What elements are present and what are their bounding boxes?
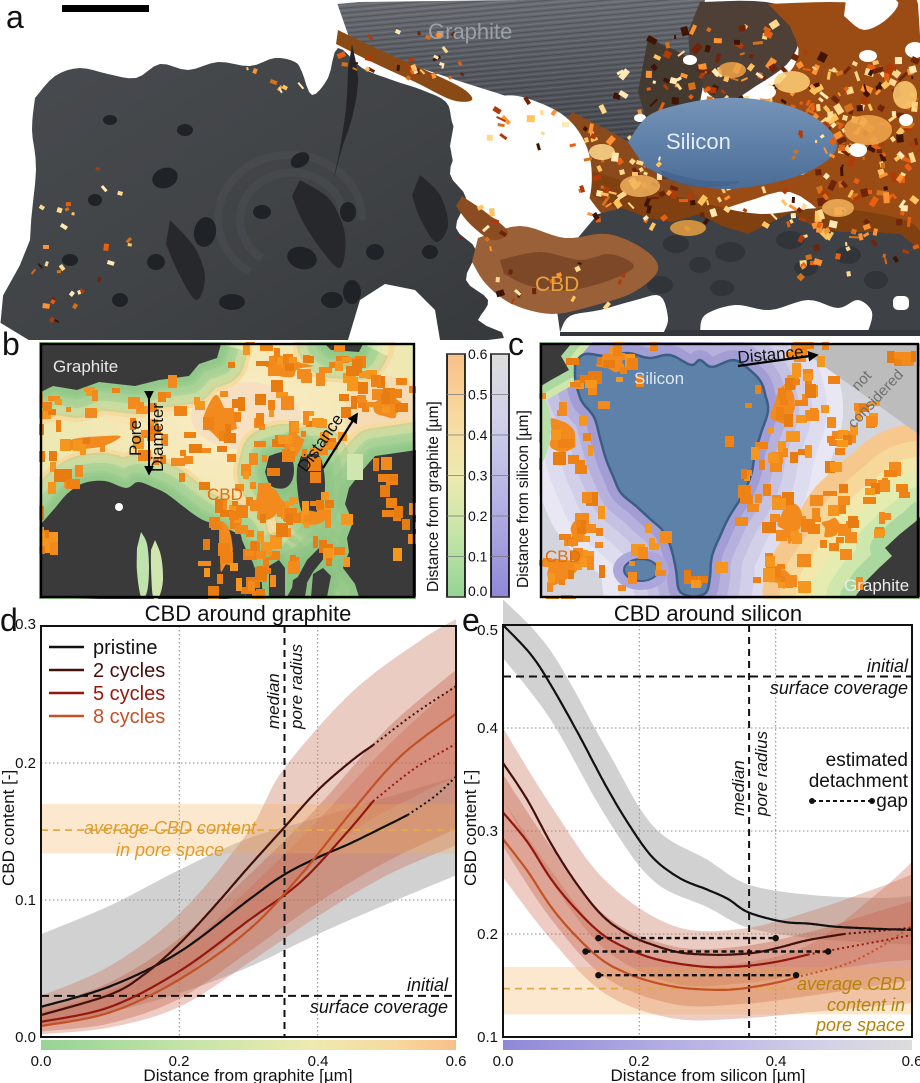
svg-text:pristine: pristine — [93, 637, 157, 659]
svg-text:0.0: 0.0 — [468, 583, 488, 599]
svg-text:gap: gap — [876, 791, 908, 812]
svg-text:e: e — [462, 602, 480, 638]
svg-text:0.4: 0.4 — [308, 1053, 329, 1070]
svg-text:8 cycles: 8 cycles — [93, 706, 165, 728]
svg-text:0.0: 0.0 — [31, 1053, 52, 1070]
svg-text:median: median — [729, 760, 748, 816]
svg-text:average CBD: average CBD — [797, 974, 905, 994]
svg-text:initial: initial — [407, 975, 449, 995]
svg-text:0.1: 0.1 — [468, 549, 488, 565]
svg-text:0.4: 0.4 — [766, 1053, 787, 1070]
svg-text:0.6: 0.6 — [468, 346, 488, 362]
svg-text:Distance from graphite [µm]: Distance from graphite [µm] — [143, 1066, 352, 1083]
svg-text:average CBD content: average CBD content — [84, 818, 257, 838]
svg-text:content in: content in — [827, 995, 905, 1015]
svg-text:0.4: 0.4 — [468, 427, 488, 443]
svg-text:0.2: 0.2 — [477, 926, 498, 943]
svg-text:0.6: 0.6 — [446, 1053, 467, 1070]
svg-text:Silicon: Silicon — [666, 129, 731, 154]
svg-text:CBD: CBD — [207, 485, 243, 504]
svg-text:d: d — [0, 602, 18, 638]
svg-text:0.3: 0.3 — [477, 823, 498, 840]
svg-text:pore space: pore space — [815, 1015, 905, 1035]
svg-text:0.6: 0.6 — [902, 1053, 920, 1070]
svg-text:0.2: 0.2 — [468, 508, 488, 524]
svg-text:0.3: 0.3 — [15, 616, 36, 633]
svg-text:detachment: detachment — [809, 771, 909, 792]
svg-text:Distance from silicon [µm]: Distance from silicon [µm] — [515, 410, 532, 588]
svg-text:surface coverage: surface coverage — [770, 678, 908, 698]
svg-text:CBD around silicon: CBD around silicon — [614, 601, 802, 626]
svg-text:Distance from silicon [µm]: Distance from silicon [µm] — [611, 1066, 806, 1083]
svg-text:2 cycles: 2 cycles — [93, 660, 165, 682]
svg-text:0.1: 0.1 — [15, 892, 36, 909]
svg-text:0.3: 0.3 — [468, 468, 488, 484]
svg-text:CBD content [-]: CBD content [-] — [0, 770, 18, 886]
svg-text:a: a — [6, 0, 24, 35]
svg-text:0.5: 0.5 — [468, 387, 488, 403]
svg-text:Graphite: Graphite — [428, 19, 512, 44]
svg-text:0.2: 0.2 — [169, 1053, 190, 1070]
svg-text:Pore: Pore — [126, 420, 145, 456]
svg-text:CBD: CBD — [545, 547, 581, 566]
svg-text:0.1: 0.1 — [477, 1029, 498, 1046]
svg-text:pore radius: pore radius — [287, 643, 306, 730]
svg-text:in pore space: in pore space — [116, 840, 224, 860]
svg-text:CBD content [-]: CBD content [-] — [461, 770, 480, 886]
svg-text:surface coverage: surface coverage — [310, 997, 448, 1017]
svg-text:0.4: 0.4 — [477, 720, 498, 737]
svg-text:0.0: 0.0 — [15, 1029, 36, 1046]
svg-text:CBD around graphite: CBD around graphite — [145, 601, 352, 626]
svg-text:Graphite: Graphite — [844, 576, 909, 595]
svg-text:Distance from graphite [µm]: Distance from graphite [µm] — [425, 401, 442, 592]
svg-text:median: median — [264, 673, 283, 729]
svg-text:CBD: CBD — [535, 273, 579, 296]
svg-text:initial: initial — [867, 656, 909, 676]
svg-text:Silicon: Silicon — [634, 369, 684, 388]
svg-text:Graphite: Graphite — [53, 357, 118, 376]
svg-text:0.0: 0.0 — [493, 1053, 514, 1070]
svg-text:0.2: 0.2 — [15, 755, 36, 772]
svg-text:5 cycles: 5 cycles — [93, 683, 165, 705]
svg-text:0.5: 0.5 — [477, 622, 498, 639]
svg-text:0.2: 0.2 — [629, 1053, 650, 1070]
svg-text:pore radius: pore radius — [752, 730, 771, 817]
svg-text:Diameter: Diameter — [148, 403, 167, 472]
svg-text:estimated: estimated — [826, 750, 908, 771]
